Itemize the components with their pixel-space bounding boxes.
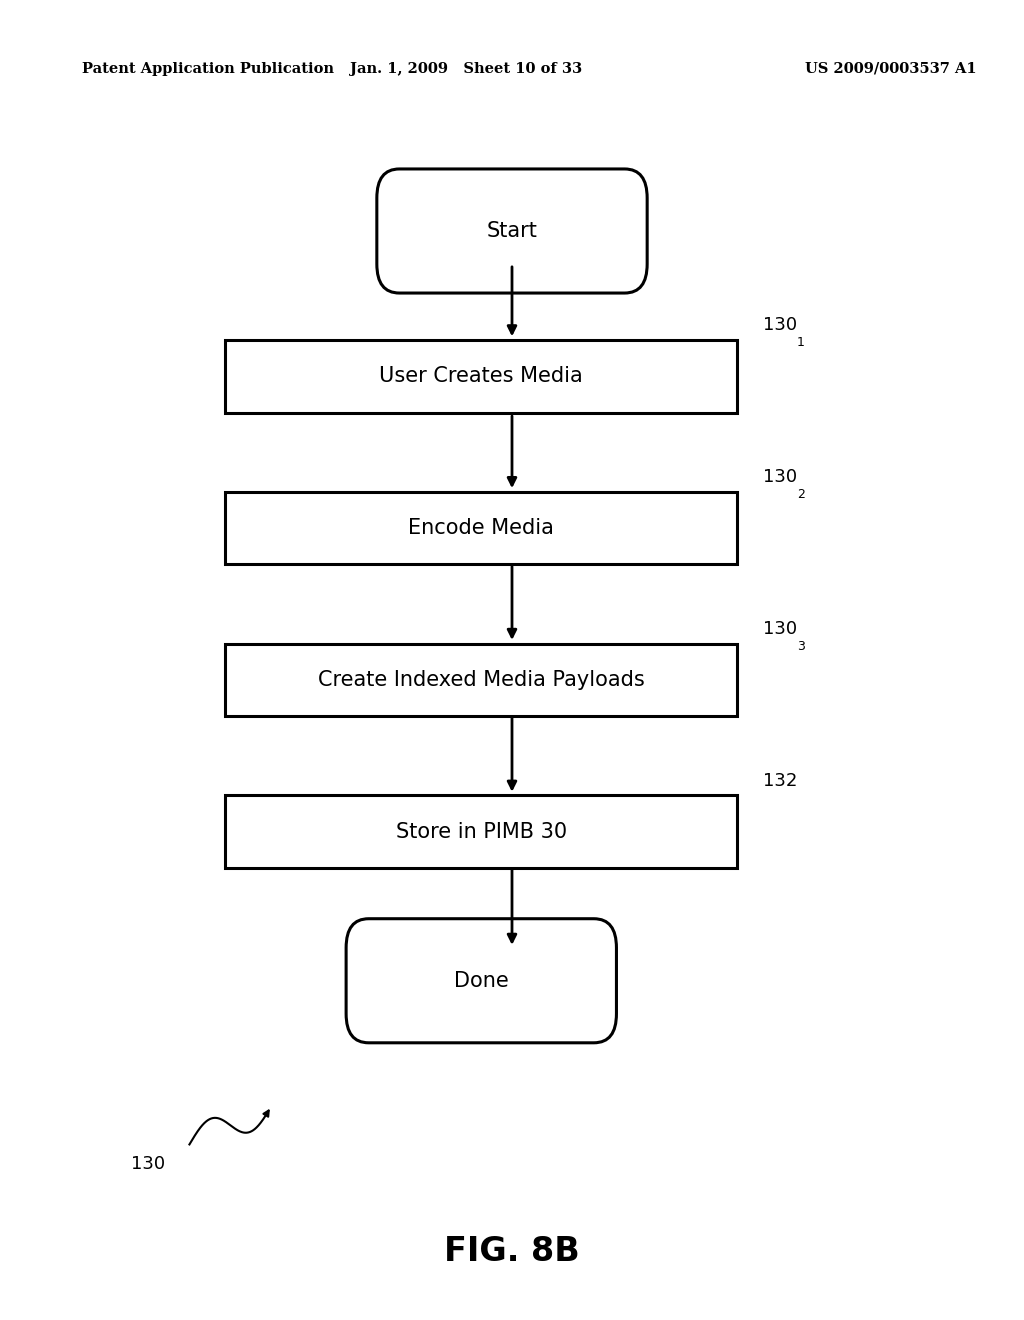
Text: Jan. 1, 2009   Sheet 10 of 33: Jan. 1, 2009 Sheet 10 of 33 — [350, 62, 582, 75]
Text: 130: 130 — [763, 317, 797, 334]
Text: 1: 1 — [797, 337, 805, 348]
Text: 2: 2 — [797, 488, 805, 500]
Text: 130: 130 — [763, 620, 797, 638]
Text: Start: Start — [486, 220, 538, 242]
Text: FIG. 8B: FIG. 8B — [444, 1236, 580, 1267]
Text: Patent Application Publication: Patent Application Publication — [82, 62, 334, 75]
Text: Store in PIMB 30: Store in PIMB 30 — [395, 821, 567, 842]
Text: Encode Media: Encode Media — [409, 517, 554, 539]
Text: User Creates Media: User Creates Media — [380, 366, 583, 387]
FancyBboxPatch shape — [377, 169, 647, 293]
Text: 3: 3 — [797, 640, 805, 652]
Text: US 2009/0003537 A1: US 2009/0003537 A1 — [805, 62, 977, 75]
Text: Done: Done — [454, 970, 509, 991]
Text: 130: 130 — [763, 469, 797, 486]
Bar — [225, 491, 737, 565]
Text: Create Indexed Media Payloads: Create Indexed Media Payloads — [317, 669, 645, 690]
Bar — [225, 339, 737, 412]
Bar — [225, 795, 737, 869]
FancyBboxPatch shape — [346, 919, 616, 1043]
Text: 130: 130 — [131, 1155, 166, 1173]
Text: 132: 132 — [763, 771, 798, 789]
Bar — [225, 644, 737, 715]
